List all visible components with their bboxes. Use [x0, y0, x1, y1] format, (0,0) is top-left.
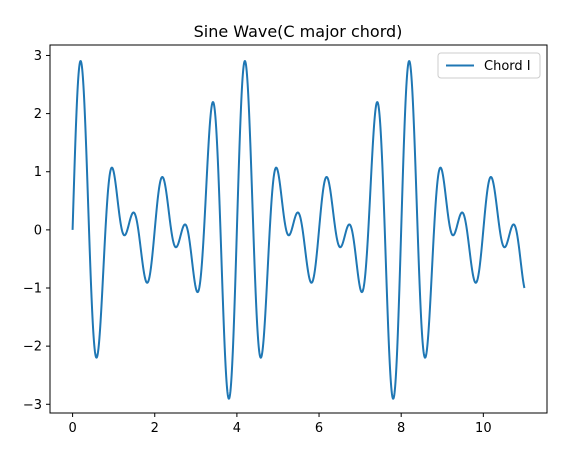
plot-area [49, 44, 548, 414]
legend: Chord I [437, 52, 541, 79]
series-line-chord-i [71, 60, 526, 400]
y-tick-label: −3 [23, 398, 42, 413]
chart-title: Sine Wave(C major chord) [194, 22, 403, 41]
x-tick-label: 10 [475, 421, 492, 436]
x-tick-label: 4 [233, 421, 241, 436]
y-tick-label: 1 [34, 165, 42, 180]
x-tick-label: 2 [151, 421, 159, 436]
x-tick-label: 6 [315, 421, 323, 436]
x-axis: 0 2 4 6 8 10 [68, 413, 492, 436]
x-tick-label: 0 [68, 421, 76, 436]
y-tick-label: −2 [23, 340, 42, 355]
plot-frame [49, 44, 548, 414]
y-tick-label: 2 [34, 107, 42, 122]
y-tick-label: 3 [34, 49, 42, 64]
series-layer [71, 60, 526, 400]
y-tick-label: −1 [23, 282, 42, 297]
x-tick-label: 8 [397, 421, 405, 436]
legend-label: Chord I [484, 59, 531, 74]
y-axis: −3 −2 −1 0 1 2 3 [23, 49, 50, 413]
legend-box [437, 52, 541, 79]
y-tick-label: 0 [34, 223, 42, 238]
